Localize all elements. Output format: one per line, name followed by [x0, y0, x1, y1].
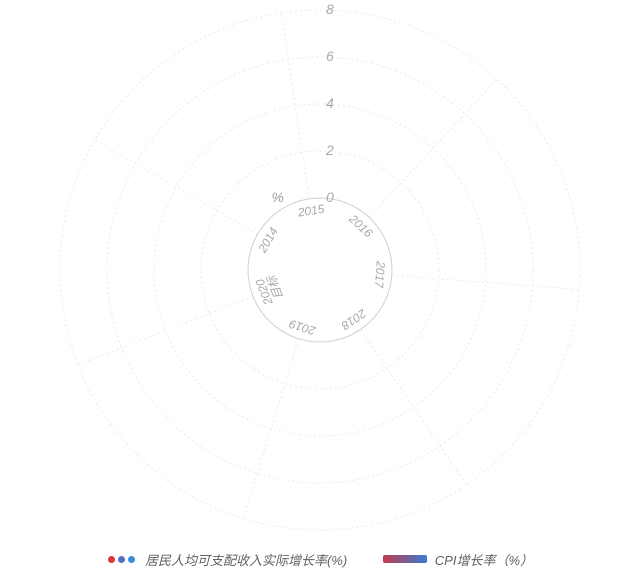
- svg-text:2014: 2014: [255, 225, 281, 256]
- legend-label: 居民人均可支配收入实际增长率(%): [145, 550, 347, 569]
- svg-text:2016: 2016: [346, 211, 376, 240]
- svg-text:0: 0: [326, 189, 334, 205]
- svg-text:6: 6: [326, 48, 334, 64]
- svg-text:4: 4: [326, 95, 334, 111]
- svg-text:8: 8: [326, 1, 334, 17]
- svg-text:2018: 2018: [339, 306, 370, 333]
- legend-item-cpi: CPI增长率（%）: [383, 550, 533, 569]
- svg-text:%: %: [272, 189, 284, 205]
- legend-bar-icon: [383, 555, 427, 563]
- svg-text:2017: 2017: [372, 260, 388, 290]
- svg-text:2: 2: [325, 142, 334, 158]
- legend: 居民人均可支配收入实际增长率(%) CPI增长率（%）: [0, 550, 640, 570]
- svg-text:2015: 2015: [296, 202, 326, 220]
- legend-item-income: 居民人均可支配收入实际增长率(%): [107, 550, 347, 569]
- legend-label: CPI增长率（%）: [435, 550, 533, 569]
- legend-dots-icon: [107, 556, 137, 563]
- polar-chart: 02468%2014201520162017201820192020目标: [0, 0, 640, 540]
- svg-text:2019: 2019: [287, 317, 318, 339]
